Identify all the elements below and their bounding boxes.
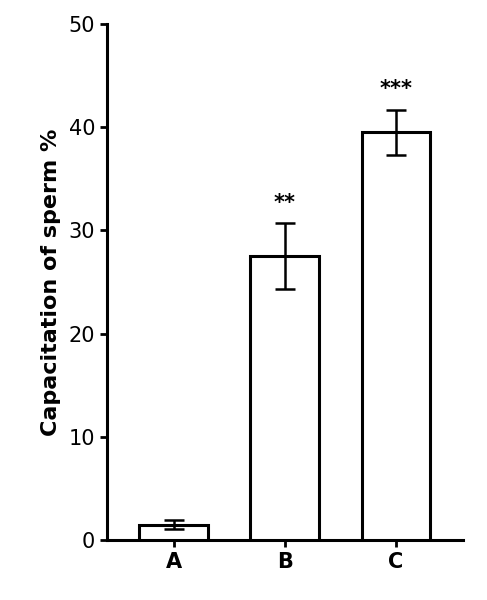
- Bar: [139, 524, 208, 540]
- Text: ***: ***: [379, 79, 412, 100]
- Bar: [361, 133, 431, 540]
- Text: **: **: [274, 193, 296, 213]
- Y-axis label: Capacitation of sperm %: Capacitation of sperm %: [40, 128, 60, 436]
- Bar: [250, 256, 319, 540]
